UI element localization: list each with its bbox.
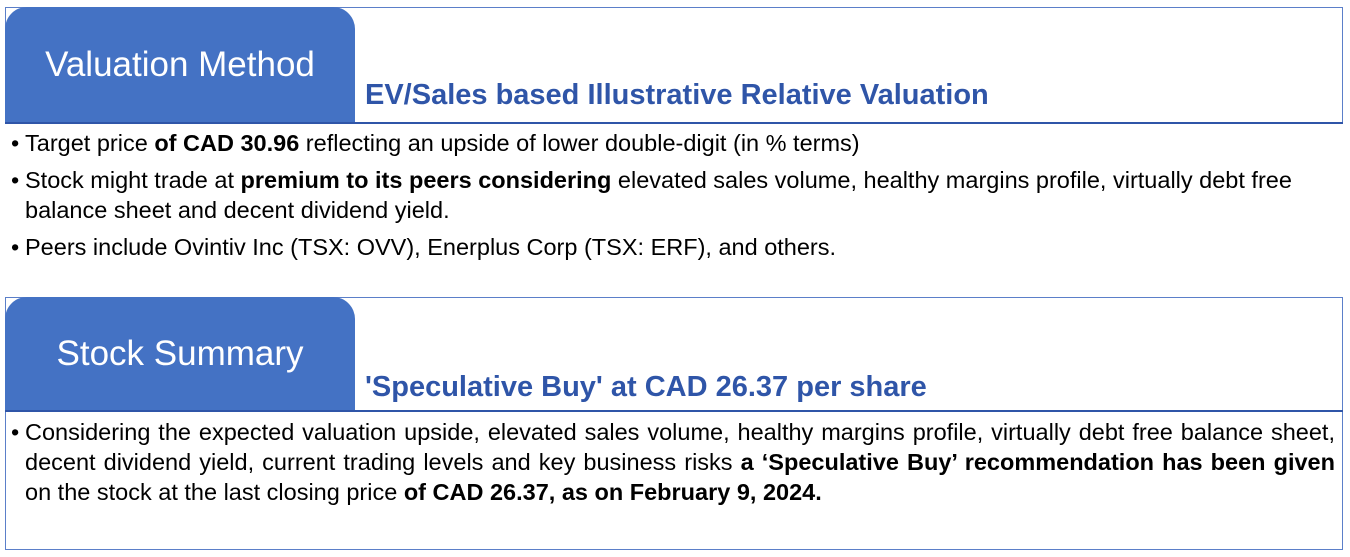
bullet-text: on the stock at the last closing price [25,479,404,505]
bullet-bold-text: of CAD 30.96 [154,130,300,156]
bullet-item: Target price of CAD 30.96 reflecting an … [11,128,1335,158]
bullet-text: Stock might trade at [25,167,241,193]
summary-heading: 'Speculative Buy' at CAD 26.37 per share [365,371,927,403]
bullet-text: Peers include Ovintiv Inc (TSX: OVV), En… [25,234,837,260]
summary-section: Stock Summary 'Speculative Buy' at CAD 2… [5,297,1343,550]
bullet-text: elevated sales volume, healthy margins p… [25,167,1292,223]
bullet-text: Considering the expected valuation upsid… [25,419,1335,475]
bullet-text: reflecting an upside of lower double-dig… [299,130,860,156]
bullet-bold-text: premium to its peers considering [240,167,612,193]
summary-heading-rule [5,410,1343,412]
bullet-bold-text: of CAD 26.37, as on February 9, 2024. [403,479,822,505]
stock-summary-tab: Stock Summary [5,297,355,411]
valuation-heading: EV/Sales based Illustrative Relative Val… [365,79,989,111]
bullet-bold-text: a ‘Speculative Buy’ recommendation has b… [740,449,1335,475]
valuation-bullet-list: Target price of CAD 30.96 reflecting an … [11,128,1335,269]
summary-bullet-list: Considering the expected valuation upsid… [11,417,1335,514]
bullet-item: Peers include Ovintiv Inc (TSX: OVV), En… [11,232,1335,262]
valuation-section: Valuation Method EV/Sales based Illustra… [5,7,1343,273]
valuation-method-tab: Valuation Method [5,7,355,123]
bullet-item: Stock might trade at premium to its peer… [11,165,1335,225]
bullet-item: Considering the expected valuation upsid… [11,417,1335,507]
bullet-text: Target price [25,130,155,156]
valuation-heading-rule [5,122,1343,124]
